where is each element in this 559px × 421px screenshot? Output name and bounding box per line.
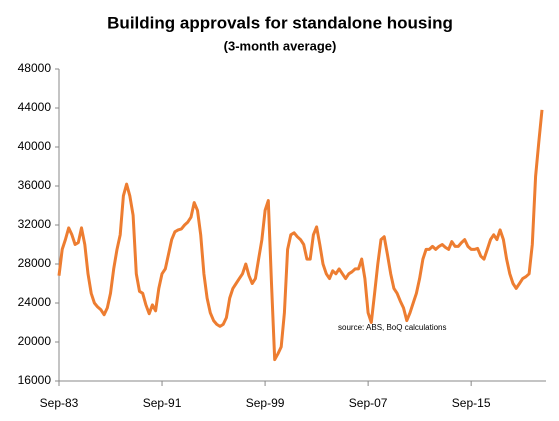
y-tick-label: 48000 [18, 61, 52, 75]
y-tick-label: 36000 [18, 178, 52, 192]
x-tick-label: Sep-07 [349, 396, 388, 410]
x-tick-label: Sep-15 [452, 396, 491, 410]
y-tick-label: 28000 [18, 256, 52, 270]
y-tick-label: 16000 [18, 373, 52, 387]
y-tick-label: 44000 [18, 100, 52, 114]
x-tick-label: Sep-99 [246, 396, 285, 410]
x-tick-label: Sep-91 [143, 396, 182, 410]
y-tick-label: 20000 [18, 334, 52, 348]
y-tick-label: 40000 [18, 139, 52, 153]
chart-subtitle: (3-month average) [224, 38, 337, 53]
x-tick-label: Sep-83 [40, 396, 79, 410]
data-line [57, 109, 544, 362]
y-tick-label: 24000 [18, 295, 52, 309]
chart-title: Building approvals for standalone housin… [107, 13, 453, 32]
annotation: source: ABS, BoQ calculations [338, 323, 447, 332]
y-tick-label: 32000 [18, 217, 52, 231]
